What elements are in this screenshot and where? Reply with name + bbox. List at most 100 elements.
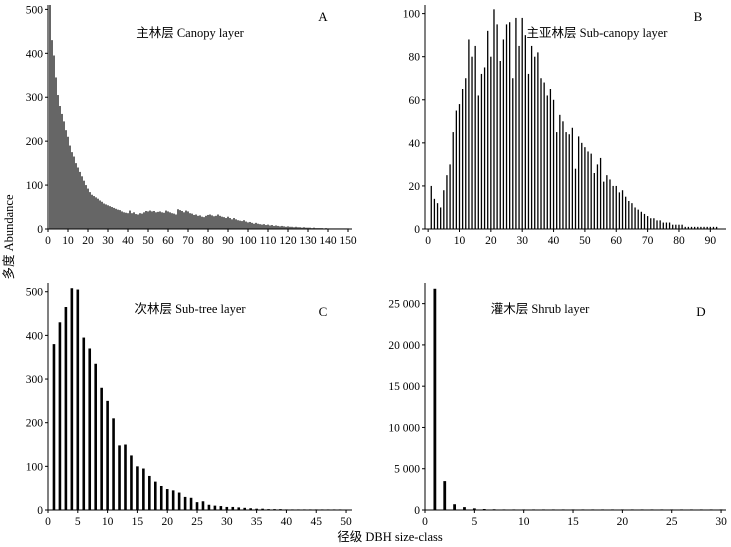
panel-d-bar	[433, 288, 437, 510]
panel-b-x-tick-label: 50	[579, 235, 591, 247]
panel-a-x-tick-label: 90	[222, 235, 234, 247]
panel-d-bar	[660, 509, 664, 510]
panel-a-bar	[245, 221, 247, 229]
panel-b-bar	[527, 73, 530, 229]
panel-b-bar	[509, 22, 511, 229]
panel-b-bar	[628, 201, 630, 229]
panel-b-bar	[556, 132, 558, 229]
panel-b-bar	[449, 164, 451, 229]
panel-c-letter: C	[319, 304, 328, 319]
panel-a-bar	[223, 217, 225, 229]
panel-b-bar	[571, 127, 574, 229]
panel-d-x-tick-label: 5	[471, 516, 477, 528]
panel-b-bar	[678, 224, 680, 229]
panel-a-bar	[63, 121, 65, 229]
panel-b-bar	[493, 9, 495, 229]
panel-d-bar	[502, 509, 506, 510]
panel-d-bar	[620, 509, 624, 510]
panel-c-bar	[297, 509, 300, 510]
panel-a-bar	[83, 180, 85, 229]
panel-b-bar	[662, 222, 664, 229]
panel-a-bar	[329, 228, 331, 229]
panel-c-bar	[320, 509, 324, 510]
panel-a-bar	[221, 216, 223, 229]
panel-a-bar	[341, 228, 343, 229]
panel-a-y-tick-label: 200	[26, 136, 44, 148]
panel-b-y-tick-label: 0	[414, 224, 420, 236]
panel-c-y-tick-label: 200	[26, 418, 44, 430]
panel-b-bar	[524, 35, 526, 230]
panel-b-bar	[618, 192, 621, 229]
panel-b-bar	[706, 226, 708, 229]
panel-a-bar	[147, 211, 149, 229]
panel-a-bar	[271, 225, 273, 229]
panel-a-x-tick-label: 140	[319, 235, 337, 247]
panel-a-bar	[325, 228, 327, 229]
panel-c-bar	[52, 344, 56, 510]
panel-c-bar	[308, 509, 312, 510]
x-axis-label: 径级 DBH size-class	[337, 530, 443, 544]
panel-d-bar	[482, 509, 486, 510]
panel-b-x-tick-label: 80	[673, 235, 685, 247]
panel-c-bar	[255, 508, 258, 510]
panel-c-bar	[225, 506, 229, 510]
panel-a-bar	[259, 224, 261, 229]
panel-d-x-tick-label: 30	[715, 516, 727, 528]
panel-a-bar	[315, 228, 317, 229]
panel-b-bar	[530, 45, 533, 229]
panel-b-bar	[584, 147, 586, 229]
panel-a-bar	[77, 167, 79, 229]
panel-b-x-tick-label: 90	[705, 235, 717, 247]
panel-d-bar	[640, 509, 644, 510]
panel-a-bar	[91, 194, 93, 229]
panel-a-bar	[201, 216, 203, 229]
panel-a-bar	[169, 212, 171, 229]
panel-d-bar	[492, 509, 496, 510]
panel-c-x-tick-label: 15	[132, 516, 144, 528]
panel-a-bar	[95, 197, 97, 229]
panel-a-bar	[285, 226, 287, 229]
panel-b-bar	[474, 45, 476, 229]
panel-d-bar	[571, 509, 575, 510]
panel-a-bar	[243, 220, 245, 229]
panel-a-bar	[157, 211, 159, 229]
panel-a-bar	[111, 207, 113, 229]
panel-a-bar	[99, 200, 101, 229]
panel-b-bar	[496, 24, 498, 230]
panel-a-bar	[195, 214, 197, 229]
panel-a-bar	[191, 213, 193, 229]
panel-d-bar	[591, 509, 595, 510]
panel-d-bar	[443, 481, 447, 510]
panel-b-bar	[650, 218, 652, 229]
panel-b-bar	[499, 61, 501, 229]
panel-a-bar	[215, 215, 217, 229]
panel-a-bar	[177, 209, 179, 229]
panel-d-bar	[532, 509, 535, 510]
panel-a-bar	[281, 225, 283, 229]
panel-d-y-tick-label: 15 000	[388, 381, 420, 393]
panel-a-bar	[307, 227, 309, 229]
panel-a-bar	[279, 226, 281, 229]
panel-b-x-tick-label: 60	[611, 235, 623, 247]
panel-b-bar	[477, 95, 479, 229]
panel-b-letter: B	[694, 9, 703, 24]
panel-b-bar	[490, 56, 492, 229]
panel-c-x-tick-label: 45	[310, 516, 322, 528]
panel-c-bar	[183, 496, 187, 510]
panel-b-bar	[684, 226, 686, 229]
panel-c-y-tick-label: 0	[37, 505, 43, 517]
panel-b-bar	[587, 151, 589, 229]
panel-d-bar	[709, 509, 713, 510]
panel-c-bar	[112, 418, 115, 510]
panel-a-bar	[109, 206, 111, 229]
panel-a-bar	[165, 210, 167, 229]
panel-a-bar	[219, 215, 221, 229]
panel-a-bar	[197, 215, 199, 229]
panel-c-x-tick-label: 50	[340, 516, 352, 528]
panel-b-bar	[430, 185, 432, 229]
panel-d-y-tick-label: 10 000	[388, 422, 420, 434]
panel-c-bar	[165, 489, 169, 510]
panel-b-bar	[609, 179, 611, 229]
panel-a-bar	[319, 228, 321, 229]
panel-a-bar	[229, 218, 231, 229]
